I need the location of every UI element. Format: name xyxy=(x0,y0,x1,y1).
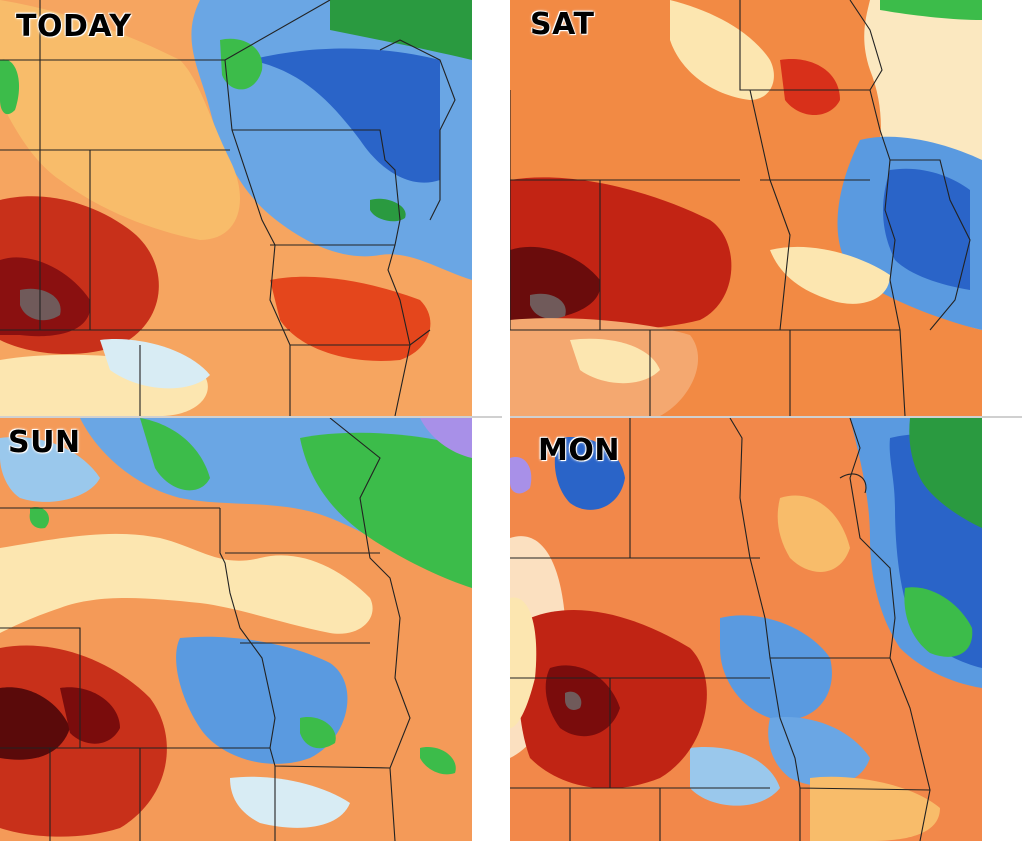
panel-divider-vertical xyxy=(502,0,510,841)
anomaly-map-sat xyxy=(510,0,982,416)
panel-today: TODAY 423834302622181614121086420-2-4-6-… xyxy=(0,0,472,416)
panel-title-today: TODAY xyxy=(16,9,132,44)
anomaly-map-mon xyxy=(510,418,982,841)
panel-divider-horizontal xyxy=(0,416,1022,418)
anomaly-map-today xyxy=(0,0,472,416)
panel-sat: SAT 423834302622181614121086420-2-4-6-8-… xyxy=(510,0,982,416)
anomaly-map-sun xyxy=(0,418,472,841)
panel-title-mon: MON xyxy=(538,433,620,468)
panel-title-sun: SUN xyxy=(8,425,81,460)
panel-sun: SUN 423834302622181614121086420-2-4-6-8-… xyxy=(0,418,472,841)
panel-title-sat: SAT xyxy=(530,7,595,42)
panel-mon: MON 423834302622181614121086420-2-4-6-8-… xyxy=(510,418,982,841)
